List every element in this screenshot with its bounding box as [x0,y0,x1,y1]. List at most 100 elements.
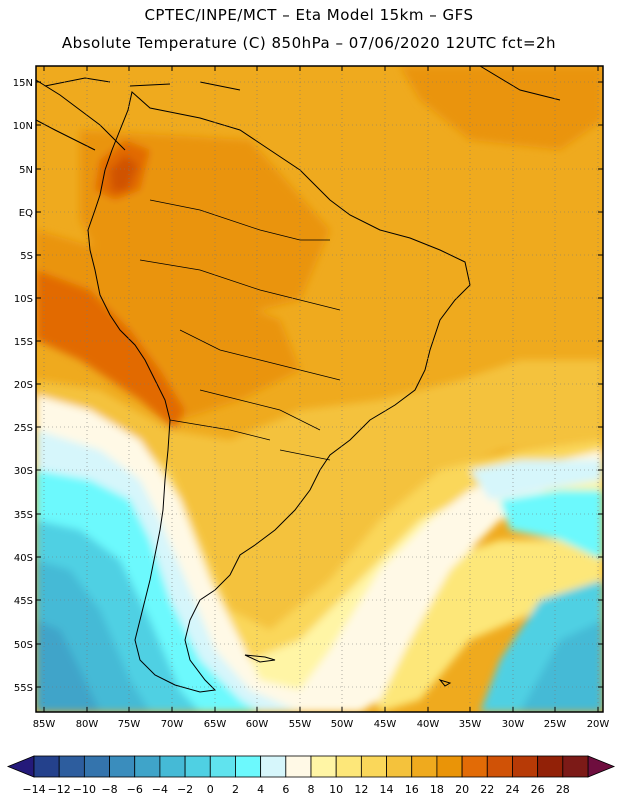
colorbar-swatch [58,755,85,778]
lon-label: 80W [76,719,99,730]
lat-labels: 15N 10N 5N EQ 5S 10S 15S 20S 25S 30S 35S 40S 45S 50S 5… [13,78,33,694]
lat-label: 15S [14,337,33,348]
colorbar-label: 18 [430,783,444,796]
colorbar-label: 0 [207,783,214,796]
colorbar-label: 26 [531,783,545,796]
colorbar-swatch [159,755,186,778]
zone-20-22-central [36,230,300,420]
colorbar-label: 14 [380,783,394,796]
zone-22-24-pacific [36,270,185,430]
map-frame [35,65,604,713]
colorbar-swatch [386,755,413,778]
colorbar-labels: −14 −12 −10 −8 −6 −4 −2 0 2 4 6 8 10 12 14 16 18 20 22 24 26… [22,783,569,796]
colorbar-label: −14 [22,783,45,796]
lat-label: 5S [20,251,33,262]
central-america-coastline [36,79,126,151]
lat-label: 5N [19,165,33,176]
colorbar-label: −2 [177,783,193,796]
lat-label: 20S [14,380,33,391]
lat-label: 55S [14,683,33,694]
colorbar-swatch [83,755,110,778]
caribbean-islands [44,66,561,101]
lon-label: 65W [204,719,227,730]
lat-label: 10N [13,121,33,132]
lon-label: 40W [417,719,440,730]
colorbar-swatch [436,755,463,778]
lon-label: 45W [374,719,397,730]
lon-label: 55W [289,719,312,730]
colorbar-label: 10 [329,783,343,796]
lon-label: 35W [459,719,482,730]
colorbar-swatch [310,755,337,778]
lat-label: 50S [14,640,33,651]
colorbar-label: 16 [405,783,419,796]
lat-label: 10S [14,294,33,305]
lat-label: 35S [14,510,33,521]
lon-labels: 85W 80W 75W 70W 65W 60W 55W 50W 45W 40W 35W 30W 25W 2… [33,719,610,730]
lat-label: EQ [19,208,33,219]
colorbar-label: 24 [505,783,519,796]
colorbar-label: 8 [308,783,315,796]
lon-label: 60W [246,719,269,730]
south-america-coastline [87,91,471,693]
colorbar-swatch [260,755,287,778]
temperature-field [36,66,603,712]
grid-lines [36,66,603,712]
colorbar-label: −12 [48,783,71,796]
colorbar-swatch [537,755,564,778]
colorbar-under-arrow [6,755,35,778]
lon-label: 75W [118,719,141,730]
title-line-2: Absolute Temperature (C) 850hPa – 07/06/… [61,34,557,52]
colorbar-swatch [235,755,262,778]
title-line-1: CPTEC/INPE/MCT – Eta Model 15km – GFS [144,6,474,24]
colorbar-label: 2 [232,783,239,796]
colorbar [6,755,616,778]
colorbar-label: −10 [73,783,96,796]
colorbar-label: 6 [282,783,289,796]
colorbar-swatch [109,755,136,778]
colorbar-label: −6 [127,783,143,796]
zone-16-18 [36,360,603,670]
zone-20-22-north [36,66,603,330]
coastlines [36,66,561,693]
colorbar-over-arrow [587,755,616,778]
colorbar-label: 20 [455,783,469,796]
lon-label: 20W [587,719,610,730]
lat-label: 40S [14,553,33,564]
lat-ticks [36,81,603,688]
lon-ticks [43,66,599,712]
south-georgia [438,679,452,687]
colorbar-swatch [335,755,362,778]
zone-minus2-0 [36,620,100,712]
colorbar-label: 4 [257,783,264,796]
country-borders [139,199,341,461]
colorbar-swatch [461,755,488,778]
lat-label: 45S [14,596,33,607]
zone-4-6 [36,470,603,712]
colorbar-label: −8 [101,783,117,796]
falklands [244,654,276,663]
colorbar-swatch [486,755,513,778]
colorbar-label: −4 [152,783,168,796]
lon-label: 70W [161,719,184,730]
lat-label: 25S [14,423,33,434]
colorbar-swatch [285,755,312,778]
colorbar-label: 12 [354,783,368,796]
lon-label: 25W [544,719,567,730]
colorbar-label: 28 [556,783,570,796]
colorbar-swatch [184,755,211,778]
colorbar-label: 22 [480,783,494,796]
lon-label: 30W [502,719,525,730]
zone-14-16 [36,400,603,712]
colorbar-swatch [134,755,161,778]
colorbar-swatch [33,755,60,778]
lat-label: 15N [13,78,33,89]
colorbar-swatch [411,755,438,778]
colorbar-swatch [512,755,539,778]
lat-label: 30S [14,466,33,477]
colorbar-swatch [360,755,387,778]
colorbar-swatch [562,755,589,778]
zone-24-26 [110,155,138,192]
lon-label: 85W [33,719,56,730]
